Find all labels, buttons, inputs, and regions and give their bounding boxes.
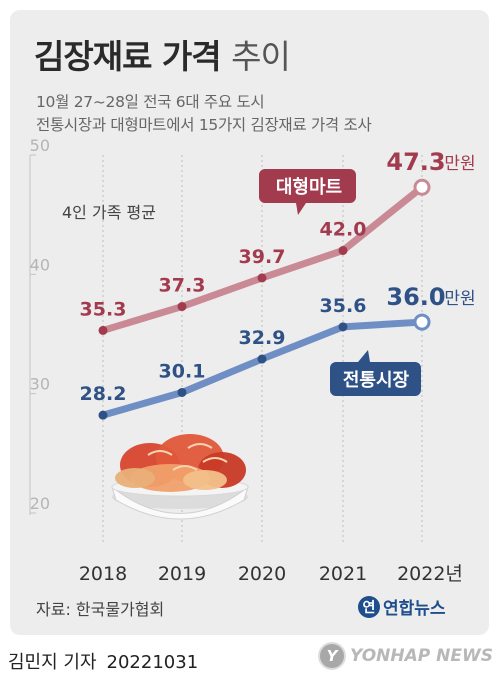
data-label-0-2: 39.7 [239,246,286,268]
mart-callout-box [259,169,356,215]
yonhap-watermark-icon: Y [318,642,346,670]
yonhap-news-watermark: Y YONHAP NEWS [318,642,493,670]
yonhap-logo-mark: 연 [358,595,380,618]
data-label-1-0: 28.2 [80,383,127,405]
publish-date: 20221031 [106,652,199,673]
x-tick-label-2: 2020 [238,563,286,585]
subtitle-line-1: 10월 27~28일 전국 6대 주요 도시 [36,93,265,111]
data-point-1-1 [177,387,187,397]
y-tick-label-20: 20 [30,494,50,513]
x-tick-label-3: 2021 [319,563,367,585]
kimchi-stem-2 [172,465,198,471]
title-light: 추이 [231,37,291,76]
data-point-0-0 [98,325,108,335]
bowl-body [111,485,249,520]
kimchi-stem-3 [202,457,228,463]
y-tick-label-30: 30 [30,375,50,394]
data-point-1-3 [338,322,348,332]
data-point-0-1 [177,302,187,312]
x-tick-label-1: 2019 [158,563,206,585]
data-point-1-2 [257,354,267,364]
unit-label-1: 만원 [444,289,475,309]
kimchi-bowl-illustration [111,434,249,520]
data-label-1-1: 30.1 [159,360,206,382]
kimchi-leaf-4 [115,468,155,488]
market-callout-label: 전통시장 [343,370,410,391]
kimchi-stem-0 [147,450,173,456]
data-label-last-1: 36.0 [386,283,445,311]
kimchi-stem-1 [187,443,213,449]
unit-label-0: 만원 [444,154,475,174]
market-callout-box [330,350,421,396]
x-tick-label-4: 2022년 [397,563,463,585]
data-point-1-0 [98,410,108,420]
data-label-1-3: 35.6 [320,295,367,317]
author: 김민지 기자 [8,652,97,673]
x-tick-label-0: 2018 [79,563,127,585]
data-point-end-0 [413,178,431,196]
yonhap-logo-text: 연합뉴스 [383,599,446,619]
data-point-end-1 [413,313,431,331]
data-label-0-3: 42.0 [320,218,367,240]
title-main: 김장재료 가격 [34,37,222,76]
subtitle-line-2: 전통시장과 대형마트에서 15가지 김장재료 가격 조사 [36,116,372,134]
source-note: 자료: 한국물가협회 [36,600,165,619]
data-label-1-2: 32.9 [239,327,286,349]
kimchi-leaf-5 [183,470,227,490]
y-tick-label-50: 50 [30,136,50,155]
y-tick-label-40: 40 [30,255,50,274]
data-point-0-2 [257,273,267,283]
mart-callout-label: 대형마트 [276,177,342,198]
data-label-0-0: 35.3 [80,298,127,320]
yonhap-logo: 연 연합뉴스 [358,594,446,619]
data-label-last-0: 47.3 [386,148,445,176]
note-label: 4인 가족 평균 [62,203,156,222]
data-label-0-1: 37.3 [159,275,206,297]
data-point-0-3 [338,245,348,255]
chart-title: 김장재료 가격 추이 [34,30,291,78]
yonhap-watermark-text: YONHAP NEWS [350,646,493,666]
byline: 김민지 기자 20221031 [8,648,198,674]
